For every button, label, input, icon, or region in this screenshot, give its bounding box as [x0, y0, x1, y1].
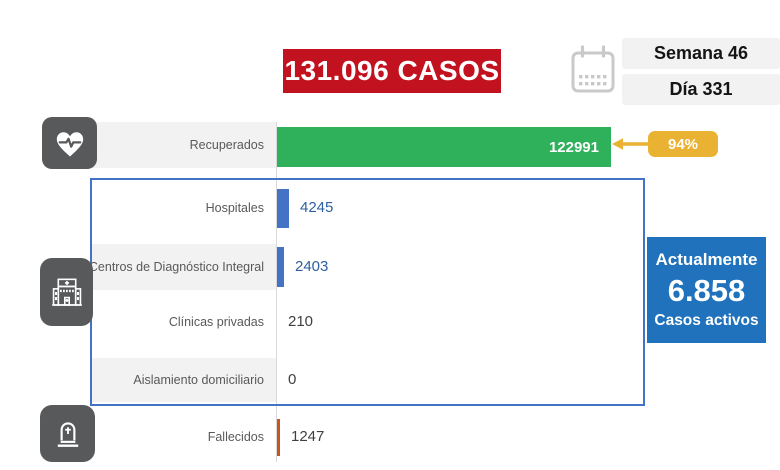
row-label-aislamiento: Aislamiento domiciliario: [133, 373, 264, 387]
total-cases-text: 131.096 CASOS: [284, 55, 500, 86]
calendar-icon: [569, 44, 617, 98]
week-text: Semana 46: [653, 43, 749, 63]
bar-cdi: [277, 247, 284, 287]
heart-pulse-icon: [42, 117, 97, 169]
recovered-percent-badge: 94%: [648, 131, 718, 157]
left-arrow-icon: [612, 136, 648, 157]
active-cases-panel: Actualmente 6.858 Casos activos: [647, 237, 766, 343]
active-panel-value: 6.858: [667, 273, 746, 308]
row-label-recuperados: Recuperados: [189, 138, 264, 152]
hospital-icon: [40, 258, 93, 326]
total-cases-banner: 131.096 CASOS: [283, 49, 501, 93]
value-fallecidos: 1247: [291, 428, 325, 445]
recovered-percent-text: 94%: [667, 135, 699, 153]
row-strip-aislamiento: [92, 358, 276, 402]
row-strip-cdi: [92, 244, 276, 290]
active-panel-line2: Casos activos: [654, 312, 759, 329]
day-text: Día 331: [669, 79, 733, 99]
bar-recuperados: 122991: [277, 127, 611, 167]
week-badge: Semana 46: [622, 38, 780, 69]
value-aislamiento: 0: [288, 371, 297, 388]
row-label-cdi: Centros de Diagnóstico Integral: [88, 260, 264, 274]
value-cdi: 2403: [295, 258, 329, 275]
day-badge: Día 331: [622, 74, 780, 105]
bar-fallecidos: [277, 419, 280, 456]
bar-hospitales: [277, 189, 289, 228]
tombstone-icon: [40, 405, 95, 462]
value-clinicas: 210: [288, 313, 314, 330]
bar-value-recuperados: 122991: [548, 138, 599, 156]
active-panel-line1: Actualmente: [655, 250, 758, 269]
row-label-clinicas: Clínicas privadas: [168, 315, 264, 329]
row-label-fallecidos: Fallecidos: [207, 430, 264, 444]
row-label-hospitales: Hospitales: [205, 201, 264, 215]
chart-axis-line: [276, 122, 277, 462]
value-hospitales: 4245: [300, 199, 334, 216]
